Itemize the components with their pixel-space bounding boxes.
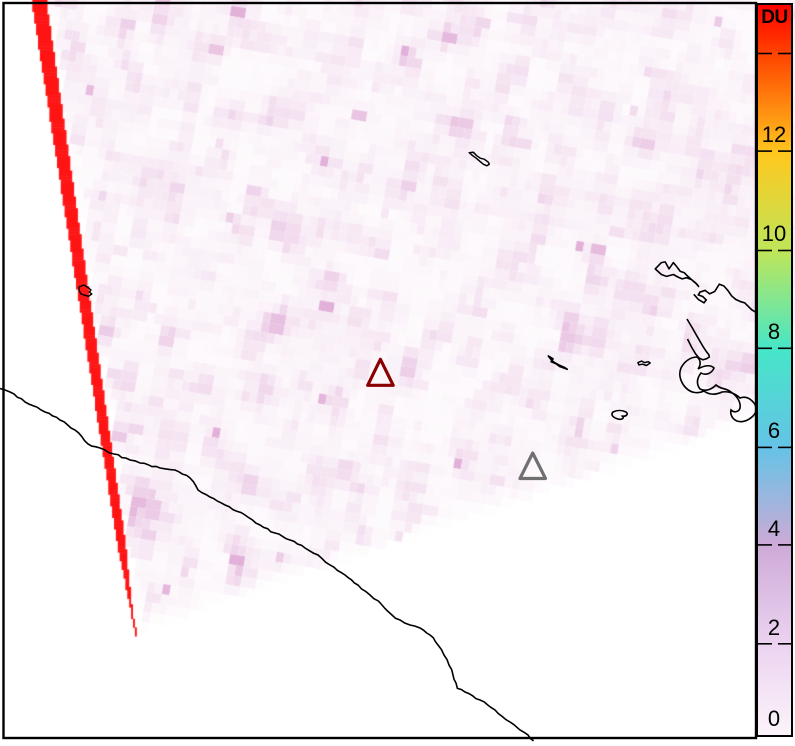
- svg-text:12: 12: [762, 122, 786, 147]
- svg-text:10: 10: [762, 221, 786, 246]
- svg-text:6: 6: [768, 418, 780, 443]
- svg-text:4: 4: [768, 516, 780, 541]
- svg-text:8: 8: [768, 319, 780, 344]
- svg-text:2: 2: [768, 615, 780, 640]
- svg-text:0: 0: [768, 706, 780, 731]
